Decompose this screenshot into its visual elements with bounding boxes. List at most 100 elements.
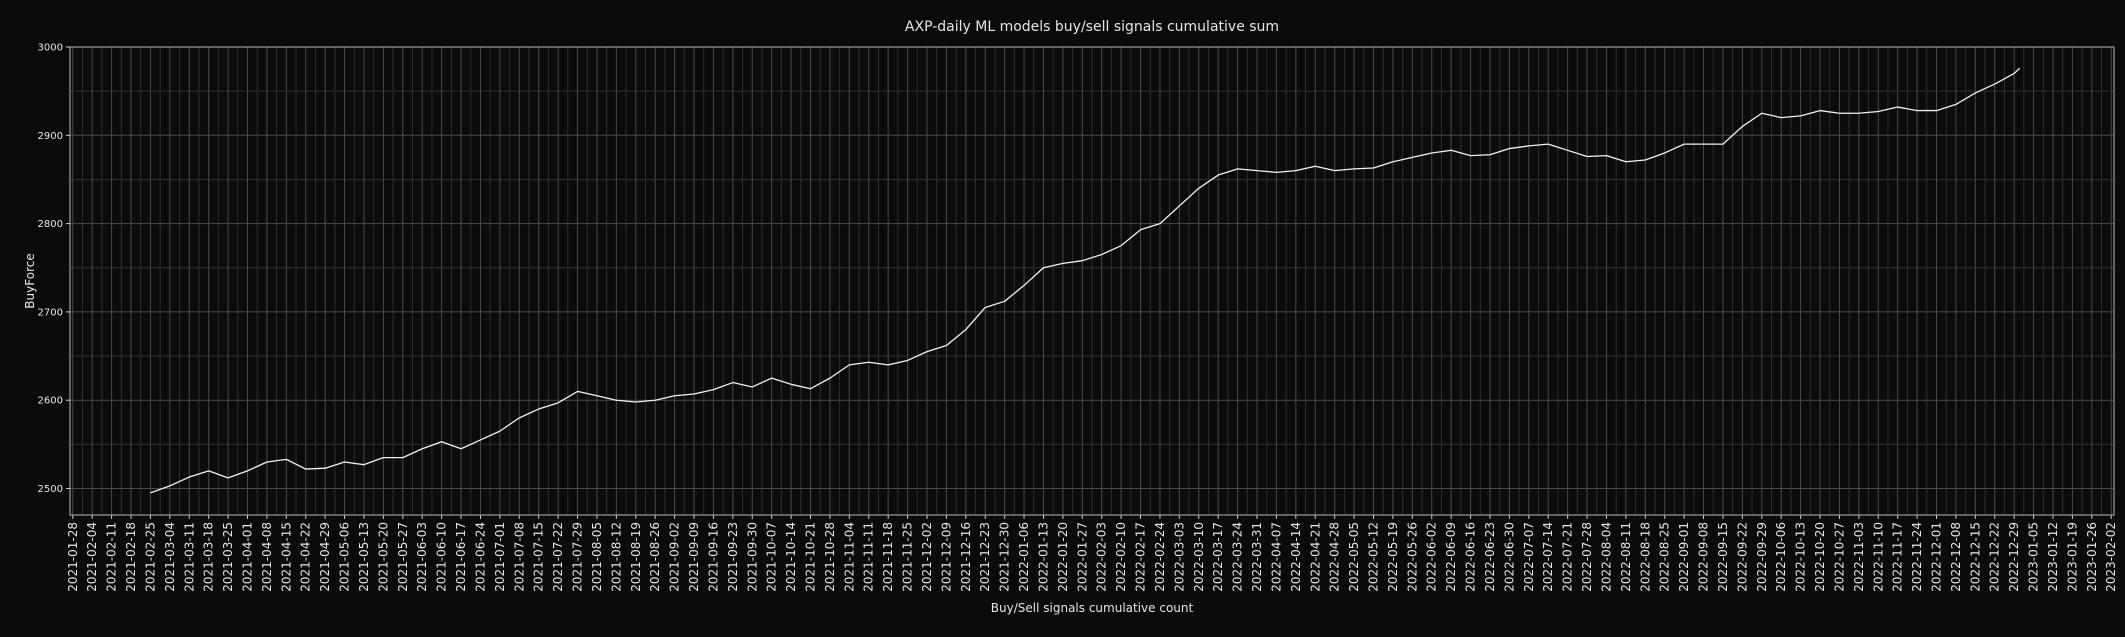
x-tick-label: 2021-01-28 xyxy=(66,522,80,592)
x-tick-label: 2022-12-29 xyxy=(2007,522,2021,592)
x-tick-label: 2022-10-13 xyxy=(1794,522,1808,592)
x-tick-label: 2022-11-17 xyxy=(1891,522,1905,592)
x-tick-label: 2022-03-24 xyxy=(1231,522,1245,592)
plot-border xyxy=(69,46,2115,516)
x-tick-label: 2021-07-29 xyxy=(571,522,585,592)
x-tick-label: 2022-09-01 xyxy=(1677,522,1691,592)
x-tick-label: 2021-11-04 xyxy=(842,522,856,592)
x-tick-label: 2022-06-23 xyxy=(1483,522,1497,592)
x-tick-label: 2022-10-27 xyxy=(1832,522,1846,592)
x-tick-label: 2021-08-05 xyxy=(590,522,604,592)
x-tick-label: 2022-02-10 xyxy=(1114,522,1128,592)
x-tick-label: 2021-03-25 xyxy=(221,522,235,592)
x-tick-label: 2021-03-11 xyxy=(182,522,196,592)
x-tick-label: 2022-08-25 xyxy=(1658,522,1672,592)
x-tick-label: 2022-05-05 xyxy=(1347,522,1361,592)
x-tick-label: 2021-02-25 xyxy=(143,522,157,592)
x-tick-label: 2021-06-03 xyxy=(415,522,429,592)
x-tick-label: 2023-01-26 xyxy=(2085,522,2099,592)
x-tick-label: 2022-08-11 xyxy=(1619,522,1633,592)
x-tick-label: 2022-12-22 xyxy=(1988,522,2002,592)
x-tick-label: 2021-12-30 xyxy=(998,522,1012,592)
y-axis-title: BuyForce xyxy=(23,253,37,308)
x-tick-label: 2021-06-10 xyxy=(435,522,449,592)
x-tick-label: 2022-05-19 xyxy=(1386,522,1400,592)
x-tick-label: 2023-01-05 xyxy=(2027,522,2041,592)
x-tick-label: 2021-04-29 xyxy=(318,522,332,592)
x-tick-label: 2022-04-07 xyxy=(1269,522,1283,592)
x-tick-label: 2022-02-17 xyxy=(1134,522,1148,592)
x-tick-label: 2022-09-08 xyxy=(1697,522,1711,592)
x-tick-label: 2022-10-06 xyxy=(1774,522,1788,592)
x-tick-label: 2022-11-24 xyxy=(1910,522,1924,592)
x-tick-label: 2022-04-28 xyxy=(1328,522,1342,592)
x-tick-label: 2021-09-23 xyxy=(726,522,740,592)
x-tick-label: 2022-03-31 xyxy=(1250,522,1264,592)
x-tick-label: 2022-04-14 xyxy=(1289,522,1303,592)
x-tick-label: 2021-06-17 xyxy=(454,522,468,592)
x-tick-label: 2021-08-26 xyxy=(648,522,662,592)
x-tick-label: 2022-06-02 xyxy=(1425,522,1439,592)
x-tick-label: 2021-12-16 xyxy=(959,522,973,592)
x-tick-label: 2021-09-09 xyxy=(687,522,701,592)
x-tick-label: 2021-10-14 xyxy=(784,522,798,592)
x-tick-label: 2023-02-02 xyxy=(2104,522,2118,592)
x-tick-label: 2022-09-22 xyxy=(1735,522,1749,592)
x-tick-label: 2022-07-21 xyxy=(1561,522,1575,592)
x-tick-label: 2021-12-23 xyxy=(978,522,992,592)
x-tick-label: 2021-04-15 xyxy=(279,522,293,592)
x-tick-label: 2021-05-20 xyxy=(376,522,390,592)
y-tick-label: 3000 xyxy=(38,43,63,54)
x-tick-label: 2021-09-30 xyxy=(745,522,759,592)
x-tick-label: 2021-07-01 xyxy=(493,522,507,592)
x-tick-label: 2022-03-10 xyxy=(1192,522,1206,592)
x-tick-label: 2021-09-16 xyxy=(706,522,720,592)
x-tick-label: 2021-11-25 xyxy=(901,522,915,592)
x-tick-label: 2022-04-21 xyxy=(1308,522,1322,592)
x-tick-label: 2021-04-22 xyxy=(299,522,313,592)
y-tick-label: 2600 xyxy=(38,396,63,407)
x-tick-label: 2022-07-14 xyxy=(1541,522,1555,592)
x-tick-label: 2022-01-13 xyxy=(1036,522,1050,592)
y-tick-label: 2800 xyxy=(38,219,63,230)
x-tick-label: 2021-05-06 xyxy=(338,522,352,592)
x-tick-label: 2021-02-11 xyxy=(105,522,119,592)
x-tick-label: 2021-05-13 xyxy=(357,522,371,592)
x-tick-label: 2022-03-17 xyxy=(1211,522,1225,592)
x-tick-label: 2023-01-19 xyxy=(2065,522,2079,592)
x-tick-label: 2021-05-27 xyxy=(396,522,410,592)
x-tick-label: 2022-08-04 xyxy=(1599,522,1613,592)
x-tick-label: 2022-06-09 xyxy=(1444,522,1458,592)
x-tick-label: 2021-12-02 xyxy=(920,522,934,592)
x-tick-label: 2022-01-06 xyxy=(1017,522,1031,592)
x-tick-label: 2021-02-18 xyxy=(124,522,138,592)
x-tick-label: 2022-09-15 xyxy=(1716,522,1730,592)
x-tick-label: 2022-07-28 xyxy=(1580,522,1594,592)
x-axis-title: Buy/Sell signals cumulative count xyxy=(991,601,1194,615)
x-tick-label: 2021-07-15 xyxy=(532,522,546,592)
x-tick-label: 2022-02-03 xyxy=(1095,522,1109,592)
x-tick-label: 2022-12-15 xyxy=(1968,522,1982,592)
x-tick-label: 2022-11-03 xyxy=(1852,522,1866,592)
x-tick-label: 2022-01-20 xyxy=(1056,522,1070,592)
x-tick-label: 2022-01-27 xyxy=(1075,522,1089,592)
x-tick-label: 2021-03-04 xyxy=(163,522,177,592)
x-tick-label: 2022-06-30 xyxy=(1502,522,1516,592)
x-tick-label: 2021-08-19 xyxy=(629,522,643,592)
line-series xyxy=(150,67,2021,494)
x-tick-label: 2022-05-12 xyxy=(1367,522,1381,592)
x-tick-label: 2023-01-12 xyxy=(2046,522,2060,592)
x-tick-label: 2021-07-22 xyxy=(551,522,565,592)
x-tick-label: 2022-05-26 xyxy=(1405,522,1419,592)
x-tick-label: 2021-06-24 xyxy=(473,522,487,592)
chart-title: AXP-daily ML models buy/sell signals cum… xyxy=(905,19,1279,35)
x-tick-label: 2021-08-12 xyxy=(609,522,623,592)
x-tick-label: 2022-10-20 xyxy=(1813,522,1827,592)
y-tick-label: 2700 xyxy=(38,307,63,318)
x-tick-label: 2021-10-21 xyxy=(803,522,817,592)
x-tick-label: 2021-12-09 xyxy=(939,522,953,592)
x-tick-label: 2021-02-04 xyxy=(85,522,99,592)
x-tick-label: 2021-03-18 xyxy=(202,522,216,592)
y-tick-label: 2500 xyxy=(38,484,63,495)
